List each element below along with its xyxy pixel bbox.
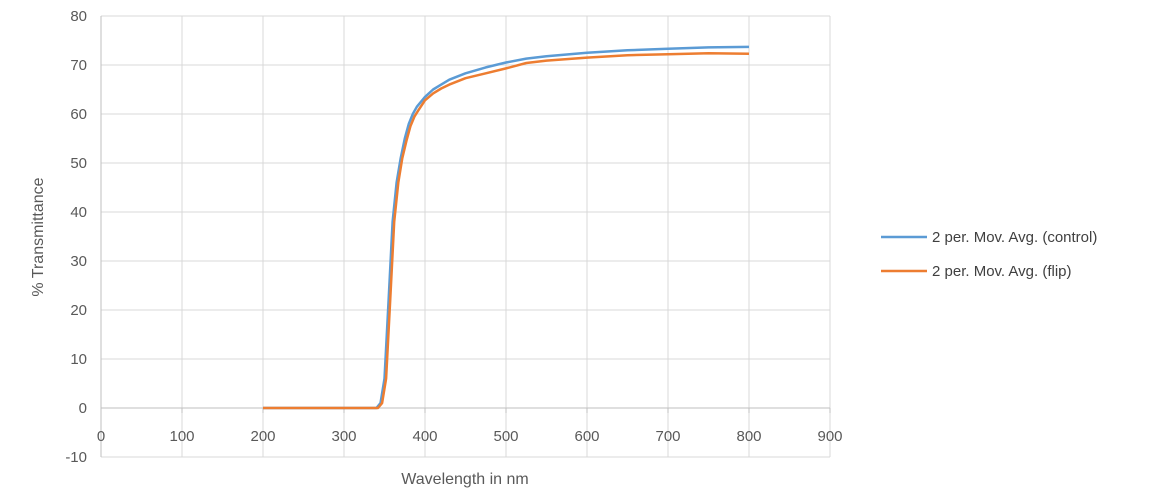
y-tick-label: 60 [70,106,87,123]
legend: 2 per. Mov. Avg. (control) 2 per. Mov. Av… [881,229,1097,280]
x-tick-label: 600 [574,428,599,445]
legend-label-0: 2 per. Mov. Avg. (control) [932,229,1097,246]
y-tick-label: 50 [70,155,87,172]
x-tick-label: 300 [331,428,356,445]
y-tick-label: 70 [70,57,87,74]
grid-lines [101,15,831,458]
axes [100,16,831,457]
series-line-1 [263,51,750,410]
y-axis-title: % Transmittance [30,177,47,296]
y-tick-label: 40 [70,204,87,221]
x-tick-label: 100 [169,428,194,445]
series-line-0 [263,45,750,410]
x-tick-label: 800 [736,428,761,445]
y-tick-label: 80 [70,8,87,25]
series-lines [263,45,750,410]
x-tick-label: 500 [493,428,518,445]
y-tick-label: -10 [65,449,87,466]
legend-label-1: 2 per. Mov. Avg. (flip) [932,263,1072,280]
x-tick-label: 900 [817,428,842,445]
y-tick-label: 20 [70,302,87,319]
x-tick-label: 400 [412,428,437,445]
x-tick-label: 700 [655,428,680,445]
x-tick-label: 0 [97,428,105,445]
y-tick-label: 10 [70,351,87,368]
x-tick-label: 200 [250,428,275,445]
y-tick-label: 0 [79,400,87,417]
y-tick-label: 30 [70,253,87,270]
x-axis-title: Wavelength in nm [401,471,528,488]
